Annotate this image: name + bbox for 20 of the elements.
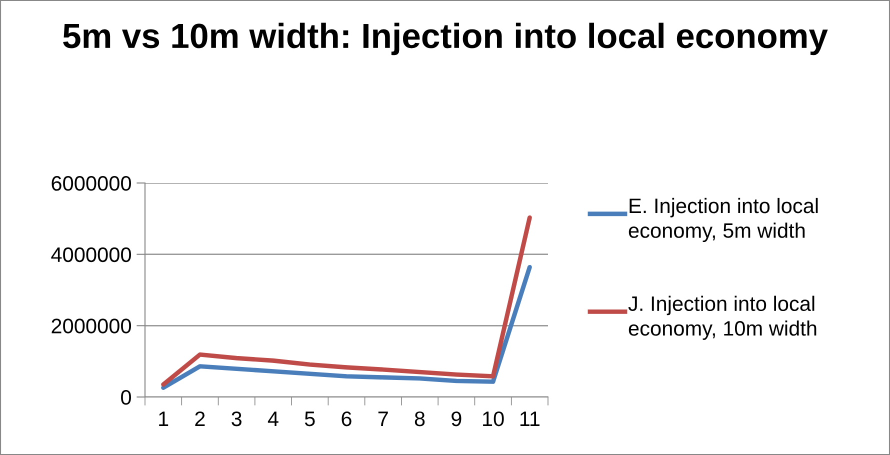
y-tick-label: 2000000 <box>52 318 131 334</box>
y-tick-label: 4000000 <box>51 247 131 262</box>
y-tick-label: 6000000 <box>52 176 131 191</box>
x-tick-label: 10 <box>483 411 504 426</box>
legend-label: E. Injection into local economy, 5m width <box>628 198 818 242</box>
line-series <box>161 264 532 390</box>
chart-title: 5m vs 10m width: Injection into local economy <box>63 22 828 56</box>
x-tick-label: 7 <box>378 412 388 426</box>
x-tick-label: 2 <box>195 411 205 426</box>
x-tick-label: 11 <box>520 412 540 426</box>
x-tick-label: 5 <box>304 412 315 426</box>
x-tick-label: 4 <box>268 412 278 426</box>
line-series <box>161 215 532 387</box>
legend-label: J. Injection into local economy, 10m width <box>628 296 816 340</box>
x-tick-label: 3 <box>232 411 242 426</box>
x-tick-label: 6 <box>342 411 352 426</box>
x-tick-label: 9 <box>452 411 462 426</box>
x-tick-label: 1 <box>159 412 168 426</box>
y-tick-label: 0 <box>121 390 131 405</box>
x-tick-label: 8 <box>414 411 425 426</box>
